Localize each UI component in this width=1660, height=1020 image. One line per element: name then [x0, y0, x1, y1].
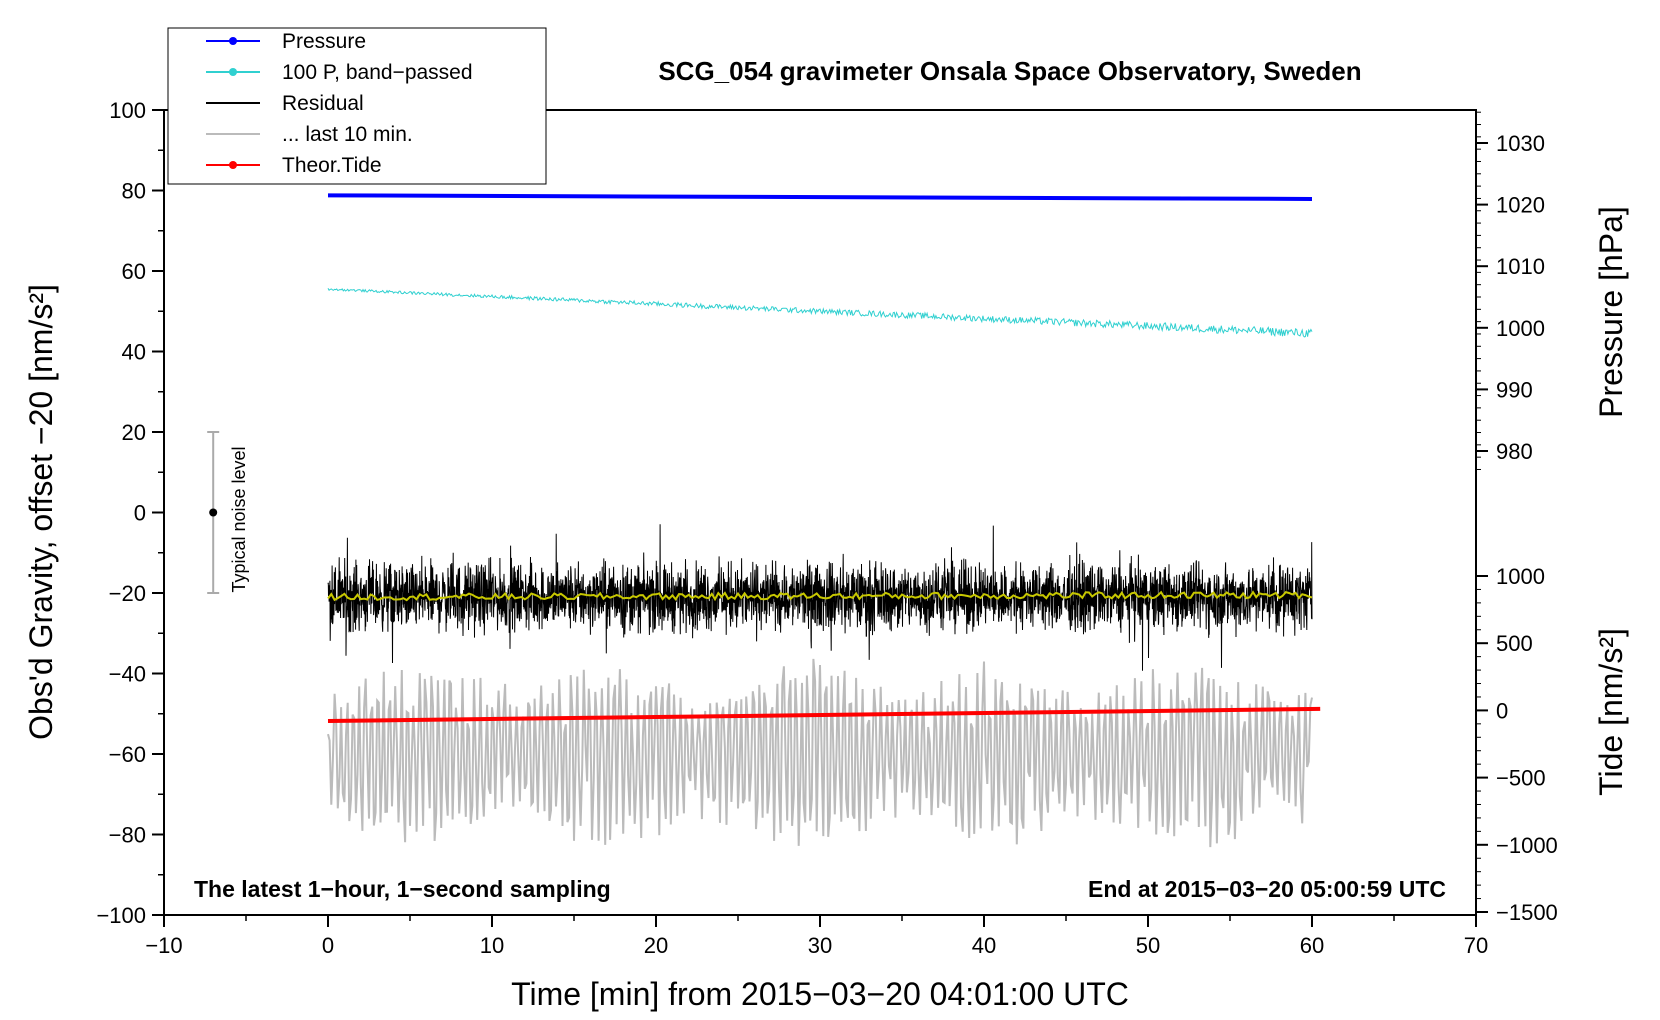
pressure-tick-label: 980 [1496, 439, 1533, 464]
y-tick-label: −100 [96, 903, 146, 928]
tide-axis-label: Tide [nm/s²] [1593, 628, 1629, 796]
series-last-10-min [327, 658, 1313, 848]
x-tick-label: 60 [1300, 933, 1324, 958]
chart-title: SCG_054 gravimeter Onsala Space Observat… [658, 56, 1361, 86]
left-axis-label: Obs'd Gravity, offset −20 [nm/s²] [23, 284, 59, 740]
x-tick-label: −10 [145, 933, 182, 958]
series-layer [327, 193, 1321, 848]
legend-label: Pressure [282, 30, 366, 53]
y-tick-label: −40 [109, 662, 146, 687]
noise-bar: Typical noise level [207, 431, 249, 594]
y-tick-label: 0 [134, 501, 146, 526]
y-tick-label: 20 [122, 420, 146, 445]
y-tick-label: 40 [122, 340, 146, 365]
series-theor-tide [327, 706, 1321, 723]
footer-right: End at 2015−03−20 05:00:59 UTC [1088, 876, 1446, 902]
tide-axis-ticks: 1000 500 0 −500 −1000 −1500 [1476, 564, 1558, 925]
x-tick-label: 40 [972, 933, 996, 958]
legend-label: Theor.Tide [282, 154, 382, 177]
y-tick-label: −60 [109, 742, 146, 767]
legend-label: Residual [282, 92, 364, 115]
x-tick-label: 50 [1136, 933, 1160, 958]
tide-tick-label: 500 [1496, 631, 1533, 656]
pressure-tick-label: 1030 [1496, 131, 1545, 156]
legend-marker [229, 68, 237, 76]
legend-marker [229, 161, 237, 169]
tide-tick-label: 1000 [1496, 564, 1545, 589]
x-tick-label: 20 [644, 933, 668, 958]
x-tick-label: 70 [1464, 933, 1488, 958]
series-residual-smoothed [327, 590, 1313, 602]
legend-label: 100 P, band−passed [282, 61, 473, 84]
x-tick-label: 0 [322, 933, 334, 958]
pressure-axis-ticks: 1030 1020 1010 1000 990 980 [1476, 111, 1545, 470]
series-pressure [327, 193, 1313, 201]
tide-tick-label: −500 [1496, 766, 1546, 791]
y-tick-label: −80 [109, 823, 146, 848]
x-axis-label: Time [min] from 2015−03−20 04:01:00 UTC [511, 976, 1129, 1012]
left-axis-ticks: 100 80 60 40 20 0 −20 −40 −60 −80 −100 [96, 98, 164, 928]
legend: Pressure 100 P, band−passed Residual ... la… [167, 27, 547, 185]
x-axis-ticks: −10 0 10 20 30 40 50 60 70 [145, 915, 1488, 958]
tide-tick-label: −1000 [1496, 833, 1558, 858]
pressure-tick-label: 1000 [1496, 316, 1545, 341]
x-tick-label: 30 [808, 933, 832, 958]
pressure-tick-label: 1010 [1496, 254, 1545, 279]
legend-marker [229, 37, 237, 45]
pressure-tick-label: 990 [1496, 377, 1533, 402]
series-band-passed [327, 287, 1313, 338]
noise-bar-dot [209, 508, 218, 517]
y-tick-label: −20 [109, 581, 146, 606]
x-tick-label: 10 [480, 933, 504, 958]
y-tick-label: 60 [122, 259, 146, 284]
legend-box [167, 27, 547, 185]
pressure-tick-label: 1020 [1496, 193, 1545, 218]
tide-tick-label: −1500 [1496, 900, 1558, 925]
noise-bar-label: Typical noise level [229, 446, 249, 592]
footer-left: The latest 1−hour, 1−second sampling [194, 876, 611, 902]
series-residual [327, 524, 1313, 671]
pressure-axis-label: Pressure [hPa] [1593, 206, 1629, 418]
tide-tick-label: 0 [1496, 698, 1508, 723]
y-tick-label: 100 [109, 98, 146, 123]
y-tick-label: 80 [122, 179, 146, 204]
legend-label: ... last 10 min. [282, 123, 413, 146]
